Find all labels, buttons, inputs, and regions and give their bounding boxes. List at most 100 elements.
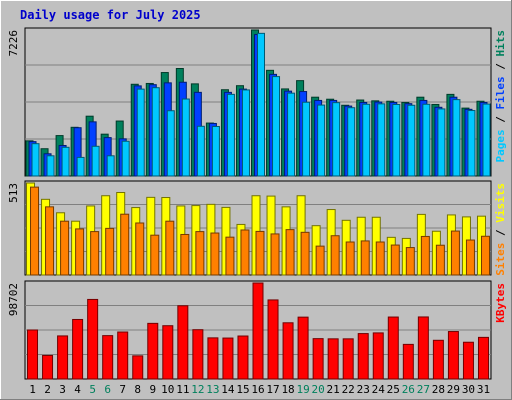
y-max-label: 98702: [7, 283, 20, 316]
x-tick-label-day-4: 4: [74, 383, 81, 396]
bar-sites-day-24: [375, 241, 385, 276]
x-tick-label-day-22: 22: [342, 383, 355, 396]
bar-sites-day-25: [390, 244, 400, 276]
bar-pages-day-23: [362, 103, 371, 177]
bar-pages-day-11: [181, 98, 190, 177]
bars: [25, 29, 491, 177]
x-tick-label-day-25: 25: [387, 383, 400, 396]
bar-kbytes-day-24: [372, 332, 384, 380]
bar-kbytes-day-22: [342, 338, 354, 380]
bar-sites-day-17: [270, 233, 280, 276]
x-tick-label-day-15: 15: [236, 383, 249, 396]
bar-kbytes-day-28: [432, 339, 444, 380]
x-tick-label-day-12: 12: [191, 383, 204, 396]
bar-kbytes-day-1: [27, 329, 39, 380]
bar-sites-day-1: [30, 186, 40, 276]
x-tick-label-day-7: 7: [119, 383, 126, 396]
bar-pages-day-12: [196, 125, 205, 177]
bar-kbytes-day-26: [402, 343, 414, 380]
bar-kbytes-day-16: [252, 282, 264, 380]
bar-sites-day-6: [105, 227, 115, 276]
bar-kbytes-day-7: [117, 331, 129, 380]
bar-kbytes-day-30: [462, 341, 474, 380]
bar-pages-day-22: [347, 107, 356, 177]
legend-entry: KBytes: [494, 283, 507, 323]
bar-pages-day-16: [257, 32, 265, 177]
x-tick-label-day-26: 26: [402, 383, 415, 396]
x-tick-label-day-11: 11: [176, 383, 189, 396]
bar-sites-day-21: [330, 235, 340, 276]
bar-pages-day-31: [482, 103, 491, 177]
bar-kbytes-day-14: [222, 337, 234, 380]
x-tick-label-day-8: 8: [134, 383, 141, 396]
bar-pages-day-7: [121, 140, 130, 177]
legend: KBytes: [494, 283, 507, 323]
bar-sites-day-5: [90, 231, 100, 276]
x-tick-label-day-1: 1: [29, 383, 36, 396]
bar-pages-day-8: [136, 88, 145, 177]
bar-sites-day-27: [420, 235, 430, 276]
bar-kbytes-day-20: [312, 338, 324, 380]
bar-sites-day-23: [360, 240, 370, 276]
bar-pages-day-25: [392, 103, 401, 177]
bar-sites-day-22: [345, 241, 355, 276]
bar-pages-day-5: [91, 145, 100, 177]
bar-pages-day-9: [151, 87, 160, 177]
x-tick-label-day-31: 31: [477, 383, 490, 396]
legend-entry: Visits: [494, 183, 507, 223]
bar-kbytes-day-19: [297, 316, 309, 380]
bar-sites-day-18: [285, 229, 295, 276]
x-tick-label-day-17: 17: [266, 383, 279, 396]
x-tick-label-day-29: 29: [447, 383, 460, 396]
x-tick-label-day-3: 3: [59, 383, 66, 396]
bar-sites-day-20: [315, 245, 325, 276]
legend-separator: /: [494, 223, 507, 243]
x-tick-label-day-16: 16: [251, 383, 264, 396]
bar-kbytes-day-10: [162, 325, 174, 380]
x-tick-label-day-18: 18: [281, 383, 294, 396]
x-tick-label-day-28: 28: [432, 383, 445, 396]
x-tick-label-day-14: 14: [221, 383, 235, 396]
bar-pages-day-28: [437, 108, 446, 177]
panel-middle: 513 Sites / Visits: [7, 180, 507, 276]
bar-sites-day-29: [450, 230, 460, 276]
x-tick-label-day-9: 9: [149, 383, 156, 396]
bar-kbytes-day-3: [57, 335, 69, 380]
bar-kbytes-day-2: [42, 354, 54, 380]
bar-pages-day-19: [302, 101, 311, 177]
bar-sites-day-26: [405, 247, 415, 276]
chart-title: Daily usage for July 2025: [20, 8, 201, 22]
legend-separator: /: [494, 110, 507, 130]
bar-sites-day-19: [300, 231, 310, 276]
y-max-label: 7226: [7, 30, 20, 57]
legend-entry: Hits: [494, 30, 507, 57]
bar-kbytes-day-21: [327, 338, 339, 380]
bar-kbytes-day-18: [282, 322, 294, 380]
x-tick-label-day-5: 5: [89, 383, 96, 396]
bar-pages-day-2: [46, 155, 55, 177]
bar-pages-day-6: [106, 155, 115, 177]
bar-pages-day-21: [332, 102, 341, 177]
bar-sites-day-14: [225, 236, 235, 276]
x-tick-label-day-2: 2: [44, 383, 51, 396]
bar-pages-day-4: [76, 156, 85, 177]
bar-sites-day-30: [465, 239, 475, 276]
bar-kbytes-day-17: [267, 299, 279, 380]
bar-pages-day-1: [31, 143, 40, 177]
bar-sites-day-16: [255, 230, 265, 276]
bar-pages-day-30: [467, 110, 476, 177]
bars: [26, 182, 490, 276]
bar-pages-day-15: [241, 89, 250, 177]
bars: [27, 282, 489, 380]
y-max-label: 513: [7, 183, 20, 203]
bar-kbytes-day-8: [132, 355, 144, 380]
x-tick-label-day-30: 30: [462, 383, 475, 396]
bar-sites-day-12: [195, 231, 205, 276]
bar-kbytes-day-13: [207, 337, 219, 380]
x-tick-label-day-23: 23: [357, 383, 370, 396]
legend-entry: Sites: [494, 243, 507, 276]
x-tick-label-day-19: 19: [296, 383, 309, 396]
bar-pages-day-27: [422, 103, 431, 177]
x-tick-label-day-27: 27: [417, 383, 430, 396]
